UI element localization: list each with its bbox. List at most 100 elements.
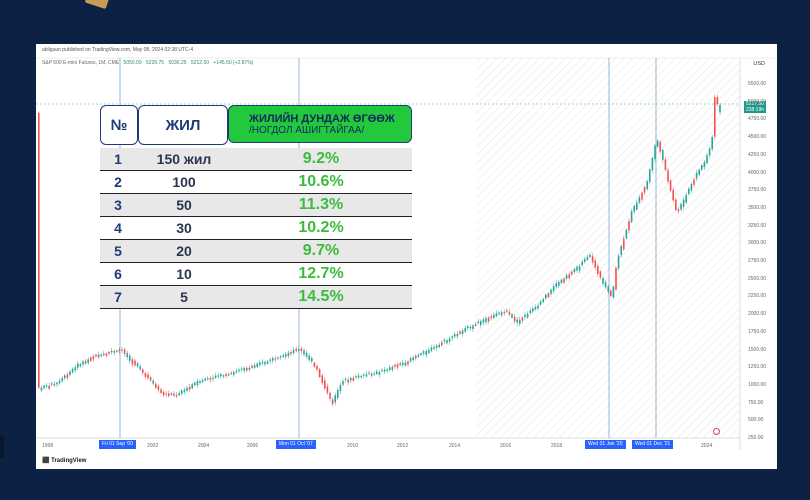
candle-body [420,353,422,355]
candle-body [368,372,370,374]
candle-body [630,211,633,223]
candle-body [417,354,420,357]
candle-body [407,361,409,365]
candle-body [248,367,251,370]
candle-body [685,194,687,203]
ohlc-close: 5212.50 [190,60,210,66]
candle-body [311,358,313,362]
time-axis-label: 2010 [347,443,359,449]
candle-body [308,355,310,361]
candle-body [199,381,201,383]
candle-body [40,387,43,391]
candle-body [196,381,199,386]
row-number: 1 [114,151,122,167]
candle-body [136,363,139,367]
candle-body [485,318,487,322]
candle-body [396,364,399,368]
price-axis-label: 1250.00 [748,364,767,371]
header-average-return-line2: /НОГДОЛ АШИГТАЙГАА/ [249,124,365,136]
candle-body [412,357,414,361]
candle-body [425,351,427,355]
row-return: 10.6% [298,173,344,190]
candle-body [558,281,560,286]
logo-corner-shape [84,0,110,10]
candle-body [243,367,245,371]
row-years: 150 жил [156,151,212,167]
candle-body [617,255,620,269]
row-return: 12.7% [298,265,344,282]
price-axis-label: 1500.00 [748,346,767,353]
crosshair-date-badge: Fri 01 Sep '00 [99,440,136,449]
candle-body [56,382,58,385]
candle-body [591,256,594,263]
candle-body [318,369,321,378]
candle-body [537,305,539,309]
candle-body [188,386,191,390]
ohlc-change: +145.50 (+2.87%) [213,60,254,66]
price-chart[interactable] [36,44,777,469]
table-row: 3 50 11.3% [100,194,412,217]
candle-body [95,354,97,357]
candle-body [464,328,466,332]
reset-chart-icon[interactable] [713,428,720,435]
symbol-name: S&P 500 E-mini Futures, 1M, CME [42,60,120,66]
candle-body [480,321,482,326]
candle-body [116,350,118,353]
candle-body [347,379,349,383]
candle-body [259,362,261,366]
candle-body [292,349,295,354]
price-axis-label: 3250.00 [748,222,767,229]
candle-body [654,145,656,160]
candle-body [513,316,516,322]
candle-body [667,170,669,182]
candle-body [300,348,303,352]
candle-body [472,325,474,330]
candle-body [66,374,69,378]
candle-body [222,375,225,377]
candle-body [459,331,461,334]
candle-body [506,310,508,312]
candle-body [84,360,87,364]
candle-body [339,385,342,392]
header-average-return-line1: ЖИЛИЙН ДУНДАЖ ӨГӨӨЖ [249,112,395,125]
table-row: 6 10 12.7% [100,263,412,286]
candle-body [490,316,492,319]
candle-body [636,202,638,210]
tradingview-logo: ⬛ TradingView [42,457,86,464]
row-years: 5 [180,289,188,305]
candle-body [118,349,121,352]
row-number: 4 [114,220,122,236]
row-return: 14.5% [298,288,344,305]
row-return: 10.2% [298,219,344,236]
candle-body [305,352,308,357]
currency-label[interactable]: USD [753,61,765,67]
candle-body [38,112,40,388]
candle-body [620,246,622,255]
candle-body [565,275,568,279]
candle-body [71,368,74,373]
candle-body [503,311,505,314]
time-axis-label: 2006 [247,443,259,449]
candle-body [623,238,625,250]
symbol-info: S&P 500 E-mini Futures, 1M, CME 5050.00 … [42,60,253,66]
candle-body [251,365,253,368]
candle-body [64,375,66,379]
candle-body [711,136,713,150]
candle-body [649,169,651,182]
candle-body [264,361,266,365]
candle-body [688,188,690,195]
candle-body [381,370,383,372]
candle-body [287,352,290,357]
crosshair-date-badge: Mon 01 Oct '07 [276,440,316,449]
candle-body [534,307,537,310]
row-years: 50 [176,197,192,213]
price-axis-label: 4250.00 [748,151,767,158]
bar-countdown-tag: 238:19h [744,107,766,113]
candle-body [329,392,331,400]
price-axis-label: 1750.00 [748,328,767,335]
price-axis-label: 4500.00 [748,134,767,141]
candle-body [454,334,456,337]
candle-body [662,149,664,160]
candle-body [586,256,589,260]
candle-body [58,380,61,384]
